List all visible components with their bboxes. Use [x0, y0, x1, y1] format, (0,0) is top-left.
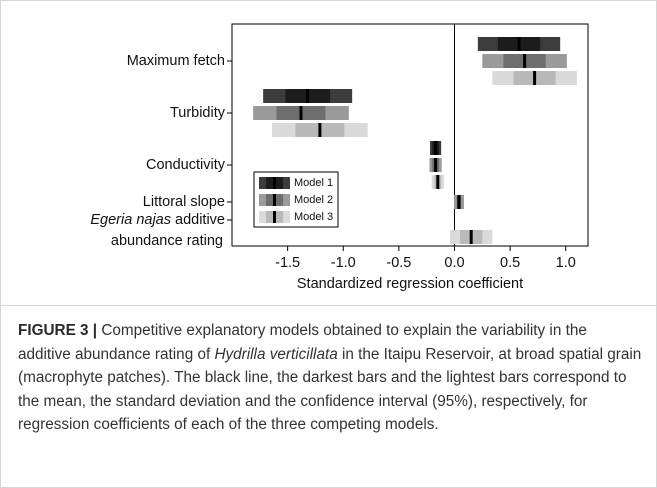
chart: Standardized regression coefficient -1.5…	[90, 23, 589, 292]
caption-text: Competitive explanatory models obtained …	[18, 322, 587, 363]
caption-label: FIGURE 3 |	[18, 322, 98, 339]
x-tick-label: -0.5	[386, 255, 411, 271]
mean-line	[533, 71, 537, 85]
caption-text: in the Itaipu Reservoir, at broad spatia…	[18, 345, 642, 434]
x-axis-label: Standardized regression coefficient	[297, 276, 523, 292]
label-part: abundance rating	[111, 233, 223, 249]
label-part: Egeria najas	[90, 212, 175, 228]
x-tick-label: 0.0	[444, 255, 464, 271]
mean-line	[434, 158, 438, 172]
separator	[0, 305, 657, 306]
legend-label: Model 3	[294, 211, 333, 223]
mean-line	[306, 89, 310, 103]
legend-swatch	[273, 194, 276, 206]
x-tick-label: -1.0	[331, 255, 356, 271]
y-tick-label: Egeria najas additive abundance rating	[90, 212, 225, 249]
mean-line	[436, 175, 440, 189]
mean-line	[523, 54, 527, 68]
mean-line	[457, 195, 461, 209]
plot-frame	[231, 23, 589, 247]
mean-line	[469, 230, 473, 244]
mean-line	[318, 123, 322, 137]
y-tick-label: Conductivity	[146, 157, 226, 173]
label-part: additive	[175, 212, 225, 228]
mean-line	[517, 37, 521, 51]
mean-line	[299, 106, 303, 120]
x-tick-label: 1.0	[556, 255, 576, 271]
y-tick-label: Turbidity	[170, 105, 226, 121]
y-tick-label: Maximum fetch	[127, 53, 225, 69]
caption: FIGURE 3 | Competitive explanatory model…	[18, 319, 643, 437]
x-tick-label: 0.5	[500, 255, 520, 271]
legend-swatch	[273, 177, 276, 189]
x-tick-label: -1.5	[275, 255, 300, 271]
legend-label: Model 2	[294, 194, 333, 206]
legend-swatch	[273, 211, 276, 223]
y-tick-label: Littoral slope	[143, 194, 225, 210]
legend-label: Model 1	[294, 177, 333, 189]
caption-species: Hydrilla verticillata	[214, 345, 338, 363]
mean-line	[434, 141, 438, 155]
